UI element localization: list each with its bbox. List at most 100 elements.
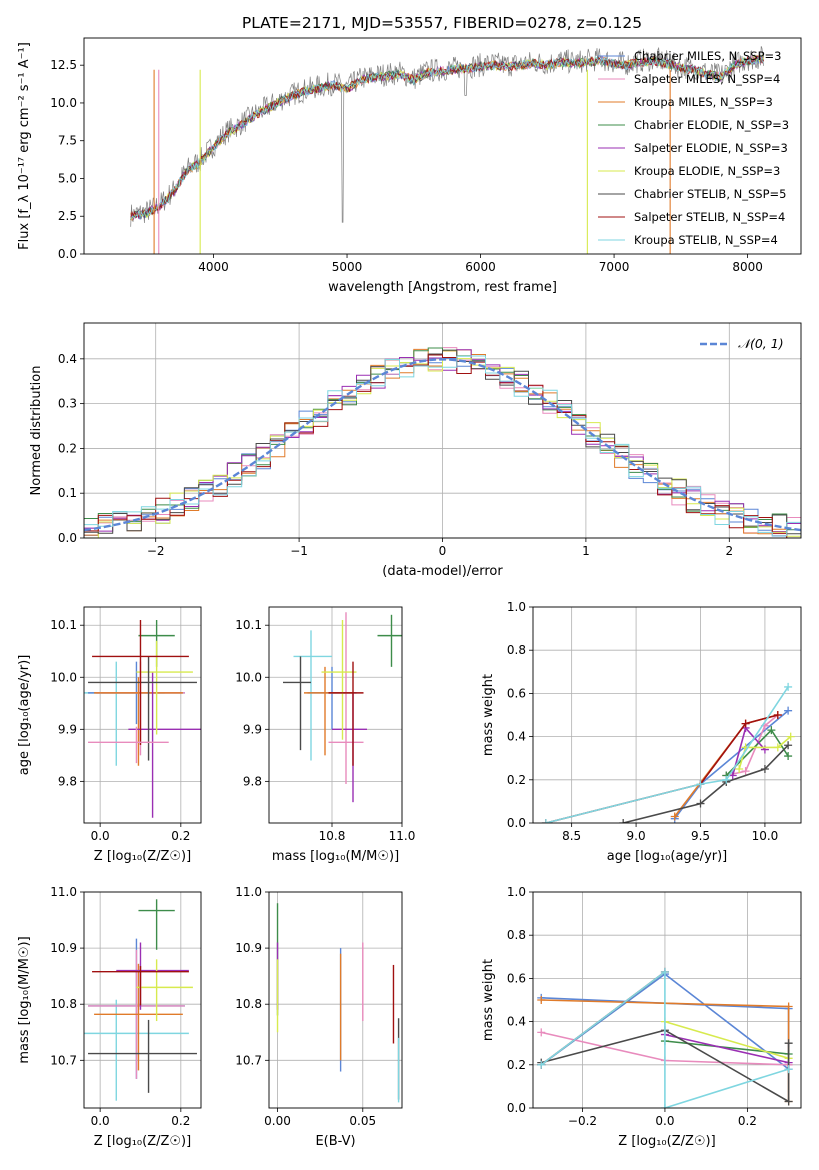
y-tick-label: 0.3 (58, 397, 77, 411)
y-tick-label: 10.7 (235, 1053, 262, 1067)
series-line-kroupa-elodie (738, 735, 792, 770)
series-marker-chabrier-elodie (784, 752, 793, 761)
x-axis-label: Z [log₁₀(Z/Z☉)] (94, 1134, 191, 1149)
x-axis-label: Z [log₁₀(Z/Z☉)] (618, 1134, 715, 1149)
y-tick-label: 12.5 (50, 58, 77, 72)
series-marker-kroupa-stelib (784, 682, 793, 691)
x-tick-label: 0.2 (171, 829, 190, 843)
series-line-kroupa-stelib (545, 686, 789, 823)
axes-frame (532, 891, 802, 1109)
x-tick-label: 10.8 (319, 829, 346, 843)
axes-frame (532, 606, 802, 824)
legend-label: Chabrier ELODIE, N_SSP=3 (634, 118, 789, 132)
y-tick-label: 0.6 (507, 686, 526, 700)
y-tick-label: 0.6 (507, 971, 526, 985)
series-marker-kroupa-stelib (660, 967, 669, 976)
y-tick-label: 0.4 (507, 1015, 526, 1029)
axes-frame (268, 606, 403, 824)
x-tick-label: −1 (290, 544, 308, 558)
y-tick-label: 10.1 (235, 618, 262, 632)
series-marker-chabrier-elodie (767, 726, 776, 735)
age-vs-mass-panel: 10.8 11.0 9.8 9.9 10.0 10.1 mass [log₁₀(M/M☉)] (235, 606, 415, 864)
x-tick-label: 4000 (198, 260, 229, 274)
x-axis-label: E(B-V) (315, 1134, 355, 1149)
y-axis-label: mass [log₁₀(M/M☉)] (17, 936, 32, 1063)
age-vs-metallicity-panel: 0.0 0.2 9.8 9.9 10.0 10.1 Z [log₁₀(Z/Z☉)] age [… (17, 606, 202, 864)
y-tick-label: 9.9 (58, 722, 77, 736)
y-tick-label: 0.2 (507, 1058, 526, 1072)
legend-label: Salpeter STELIB, N_SSP=4 (634, 210, 785, 224)
series-marker-chabrier-stelib (784, 741, 793, 750)
series-marker-kroupa-stelib (696, 780, 705, 789)
legend-label: Kroupa MILES, N_SSP=3 (634, 95, 773, 109)
x-tick-label: 8000 (732, 260, 763, 274)
y-tick-label: 9.8 (243, 774, 262, 788)
series-marker-chabrier-stelib (784, 1039, 793, 1048)
x-tick-label: 0.05 (349, 1114, 376, 1128)
legend-label: Kroupa STELIB, N_SSP=4 (634, 233, 778, 247)
x-tick-label: −2 (147, 544, 165, 558)
x-axis-label: mass [log₁₀(M/M☉)] (272, 849, 399, 864)
legend-label: Chabrier STELIB, N_SSP=5 (634, 187, 786, 201)
histogram-kroupa-stelib (84, 355, 801, 538)
y-tick-label: 10.8 (235, 997, 262, 1011)
axes-frame (83, 891, 202, 1109)
axes-frame (268, 891, 403, 1109)
y-tick-label: 0.2 (58, 441, 77, 455)
y-axis-label: mass weight (481, 959, 496, 1041)
x-axis-label: wavelength [Angstrom, rest frame] (328, 280, 557, 295)
x-tick-label: 7000 (599, 260, 630, 274)
series-line-salpeter-elodie (664, 1033, 789, 1064)
x-axis-label: (data-model)/error (382, 564, 503, 579)
x-tick-label: 8.5 (562, 829, 581, 843)
spectrum-panel: 4000 5000 6000 7000 8000 0.0 2.5 5.0 7.5 10.0 12.5… (17, 37, 802, 295)
x-tick-label: 0 (439, 544, 447, 558)
y-tick-label: 10.8 (50, 997, 77, 1011)
series-marker-kroupa-stelib (541, 819, 550, 823)
y-tick-label: 10.1 (50, 618, 77, 632)
model-spectrum-salpeter-stelib (130, 55, 764, 221)
y-tick-label: 9.9 (243, 722, 262, 736)
x-tick-label: 0.0 (91, 1114, 110, 1128)
figure-title: PLATE=2171, MJD=53557, FIBERID=0278, z=0… (242, 14, 642, 32)
y-tick-label: 0.4 (58, 352, 77, 366)
y-tick-label: 0.0 (507, 816, 526, 830)
y-tick-label: 10.0 (235, 670, 262, 684)
x-tick-label: 9.0 (627, 829, 646, 843)
series-marker-chabrier-stelib (696, 799, 705, 808)
y-tick-label: 7.5 (58, 134, 77, 148)
series-line-kroupa-stelib (540, 970, 789, 1108)
axes-frame (83, 606, 202, 824)
axes-frame (83, 322, 802, 539)
series-line-salpeter-miles (726, 714, 779, 777)
y-tick-label: 5.0 (58, 171, 77, 185)
y-axis-label: Flux [f_λ 10⁻¹⁷ erg cm⁻² s⁻¹ A⁻¹] (17, 42, 32, 250)
y-tick-label: 0.0 (58, 531, 77, 545)
x-axis-label: age [log₁₀(age/yr)] (607, 849, 728, 864)
y-tick-label: 0.2 (507, 773, 526, 787)
series-marker-salpeter-miles (537, 1028, 546, 1037)
y-tick-label: 11.0 (50, 885, 77, 899)
legend-label: Salpeter MILES, N_SSP=4 (634, 72, 780, 86)
y-tick-label: 0.8 (507, 643, 526, 657)
series-marker-chabrier-stelib (619, 819, 628, 823)
residual-histogram-panel: −2 −1 0 1 2 0.0 0.1 0.2 0.3 0.4 (data-model)/error… (29, 322, 802, 579)
series-marker-kroupa-elodie (786, 732, 795, 741)
gaussian-reference-line (84, 358, 801, 532)
x-tick-label: 0.00 (264, 1114, 291, 1128)
y-tick-label: 0.0 (58, 247, 77, 261)
x-tick-label: 6000 (465, 260, 496, 274)
series-marker-salpeter-stelib (741, 719, 750, 728)
x-tick-label: 9.5 (691, 829, 710, 843)
series-marker-kroupa-elodie (773, 743, 782, 752)
model-spectrum-kroupa-stelib (130, 54, 764, 220)
series-marker-chabrier-stelib (760, 765, 769, 773)
series-marker-kroupa-miles (784, 1002, 793, 1011)
x-tick-label: 0.2 (738, 1114, 757, 1128)
series-line-chabrier-stelib (623, 744, 789, 823)
y-axis-label: age [log₁₀(age/yr)] (17, 655, 32, 776)
y-axis-label: mass weight (481, 674, 496, 756)
legend-label: 𝒩(0, 1) (738, 336, 784, 351)
series-marker-kroupa-stelib (722, 775, 731, 784)
